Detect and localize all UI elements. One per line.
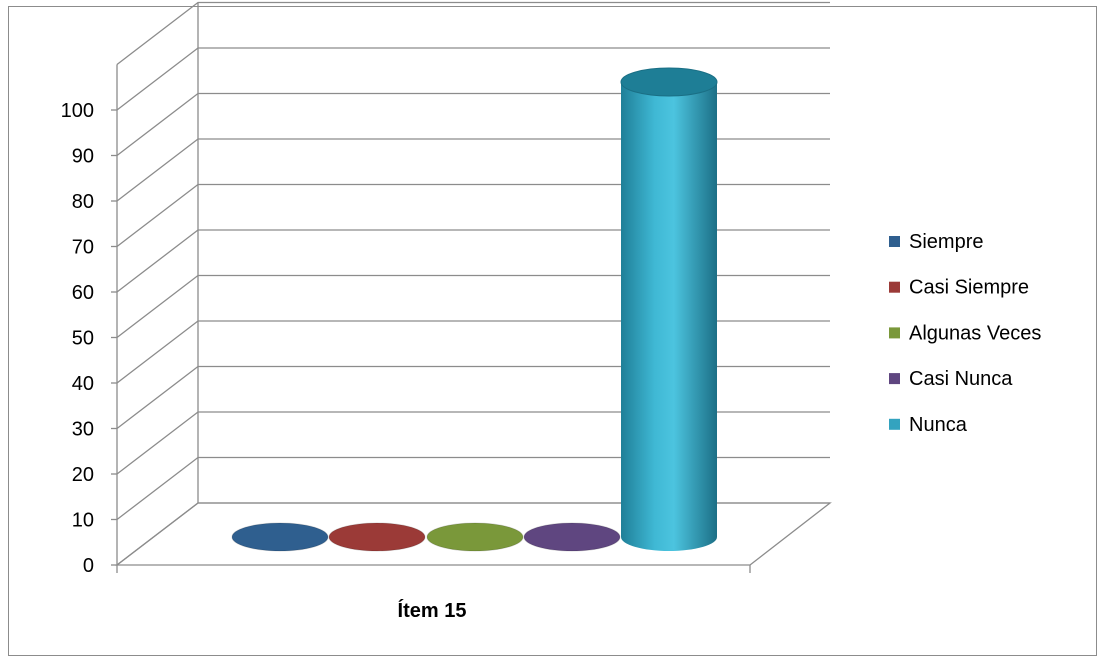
gridline	[116, 183, 830, 248]
floor	[115, 502, 832, 566]
legend-label: Casi Nunca	[909, 368, 1013, 390]
y-tick-label: 20	[72, 464, 94, 486]
gridline	[116, 138, 830, 202]
y-tick-label: 80	[72, 191, 94, 213]
legend-swatch	[889, 373, 900, 385]
y-tick-label: 90	[72, 146, 94, 168]
y-tick-label: 70	[72, 237, 94, 259]
legend-label: Casi Siempre	[909, 277, 1029, 299]
bar-algunas-veces	[426, 522, 524, 552]
gridline	[116, 1, 830, 66]
legend: Siempre Casi Siempre Algunas Veces Casi Nun…	[889, 231, 1041, 436]
legend-item: Algunas Veces	[889, 322, 1041, 344]
legend-swatch	[889, 236, 900, 247]
gridline	[116, 411, 830, 475]
y-tick-label: 30	[72, 419, 94, 441]
legend-item: Casi Nunca	[889, 368, 1013, 390]
legend-item: Nunca	[889, 414, 968, 436]
legend-label: Algunas Veces	[909, 322, 1041, 344]
bar-nunca	[620, 67, 718, 551]
gridline	[116, 274, 830, 339]
gridline	[116, 47, 830, 111]
bar-casi-siempre	[328, 522, 426, 552]
legend-item: Siempre	[889, 231, 983, 253]
bar-siempre	[231, 522, 329, 552]
legend-label: Siempre	[909, 231, 983, 253]
gridline	[116, 229, 830, 293]
bar-casi-nunca	[523, 522, 621, 552]
gridline	[116, 365, 830, 430]
y-axis-ticks: 0 10 20 30 40 50 60 70 80 90 100	[61, 100, 117, 577]
axes	[115, 2, 832, 573]
y-tick-label: 10	[72, 510, 94, 532]
y-tick-label: 50	[72, 328, 94, 350]
gridline	[116, 320, 830, 384]
legend-swatch	[889, 418, 900, 430]
gridlines	[116, 1, 830, 566]
legend-swatch	[889, 281, 900, 293]
gridline	[116, 456, 830, 521]
gridline	[116, 92, 830, 157]
y-tick-label: 0	[83, 555, 94, 577]
y-tick-label: 60	[72, 282, 94, 304]
legend-label: Nunca	[909, 414, 968, 436]
legend-swatch	[889, 327, 900, 339]
y-tick-label: 40	[72, 373, 94, 395]
legend-item: Casi Siempre	[889, 277, 1029, 299]
y-tick-label: 100	[61, 100, 94, 122]
category-label: Ítem 15	[398, 599, 467, 622]
bars	[231, 67, 718, 552]
